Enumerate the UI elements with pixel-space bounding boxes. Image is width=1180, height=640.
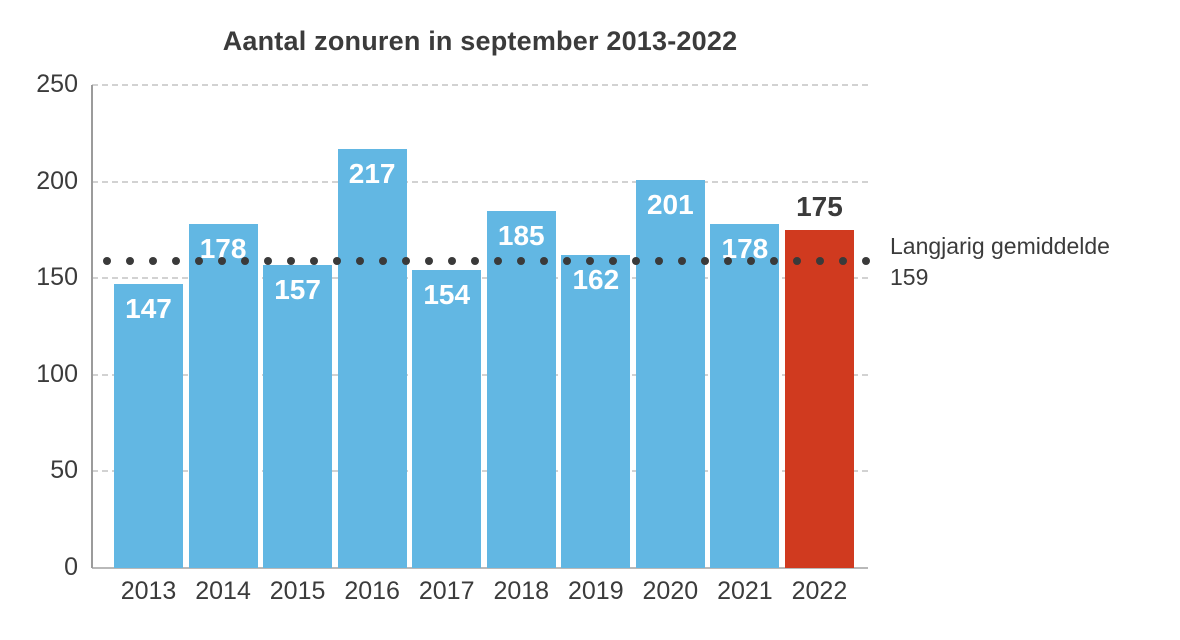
average-line-dot: [287, 256, 295, 265]
bar-value-label-2017: 154: [423, 279, 471, 311]
average-line-dot: [793, 256, 801, 265]
y-axis-tick-label: 150: [36, 263, 78, 292]
bar-value-label-2013: 147: [125, 293, 172, 324]
bar-value-label-2018: 185: [497, 219, 545, 251]
average-line-dot: [747, 256, 755, 265]
average-line-dot: [333, 256, 341, 265]
average-line-dot: [379, 256, 387, 265]
average-line-value: 159: [890, 264, 929, 290]
bar-2020: 201: [635, 179, 705, 568]
y-axis-tick-label: 0: [64, 553, 78, 581]
plot-area: 147 2013 178 2014 157 2015 217 2016 154 2017 185 20…: [91, 84, 870, 605]
bar-2016: 217: [337, 148, 407, 568]
average-line-dot: [471, 256, 479, 265]
bar-value-label-2016: 217: [348, 157, 396, 189]
x-axis-tick-label-2022: 2022: [791, 577, 848, 605]
bar-value-label-2022: 175: [796, 190, 843, 222]
x-axis-tick-label-2018: 2018: [493, 577, 550, 605]
bar-2013: 147: [114, 284, 183, 568]
average-line-dot: [103, 256, 111, 265]
average-line-dot: [218, 256, 226, 265]
average-line-dot: [517, 256, 525, 265]
average-line-dot: [264, 256, 272, 265]
y-axis-tick-label: 50: [50, 456, 78, 485]
bar-value-label-2020: 201: [646, 188, 694, 220]
bar-2015: 157: [263, 264, 333, 568]
bar-2017: 154: [412, 270, 482, 568]
average-line-dot: [678, 256, 686, 265]
average-line-dot: [149, 256, 157, 265]
average-line-dot: [609, 256, 617, 265]
x-axis-tick-label-2017: 2017: [418, 577, 475, 605]
average-line-dot: [632, 256, 640, 265]
average-line-dot: [425, 256, 433, 265]
average-line-annotation: Langjarig gemiddelde 159: [890, 231, 1170, 293]
bar-2022: 175: [784, 191, 854, 568]
gridline-200: [92, 180, 868, 183]
bar-value-label-2015: 157: [274, 273, 321, 305]
bar-2021: 178: [710, 224, 780, 568]
average-line-dot: [195, 256, 203, 265]
average-line-dot: [701, 256, 709, 265]
y-axis-tick-label: 100: [36, 359, 78, 388]
bar-2018: 185: [486, 210, 556, 568]
average-line-dot: [563, 256, 571, 265]
average-line-dot: [402, 256, 410, 265]
y-axis-tick-label: 250: [36, 70, 78, 98]
average-line-dot: [839, 256, 847, 265]
y-axis-tick-label: 200: [36, 166, 78, 195]
y-axis-line: [91, 85, 93, 568]
average-line-dot: [448, 256, 456, 265]
x-axis-tick-label-2016: 2016: [344, 577, 400, 605]
average-line-dot: [172, 256, 180, 265]
average-line-dot: [310, 256, 318, 265]
x-axis-tick-label-2013: 2013: [120, 577, 177, 605]
x-axis-tick-label-2014: 2014: [195, 577, 251, 605]
bar-2019: 162: [561, 255, 631, 568]
average-line-dot: [126, 256, 134, 265]
average-line-dot: [816, 256, 824, 265]
average-line-dot: [770, 256, 778, 265]
x-axis-tick-label-2021: 2021: [717, 577, 773, 605]
average-line-dot: [655, 256, 663, 265]
x-axis-tick-label-2019: 2019: [567, 577, 624, 605]
chart-title: Aantal zonuren in september 2013-2022: [222, 26, 738, 56]
average-line-dot: [540, 256, 548, 265]
average-line-label: Langjarig gemiddelde: [890, 233, 1110, 259]
average-line-dot: [241, 256, 249, 265]
average-line-dot: [724, 256, 732, 265]
average-line-dot: [356, 256, 364, 265]
x-axis-baseline: [92, 567, 868, 569]
x-axis-tick-label-2015: 2015: [269, 577, 326, 605]
average-line-dot: [494, 256, 502, 265]
average-line-dot: [862, 256, 870, 265]
x-axis-tick-label-2020: 2020: [642, 577, 699, 605]
average-line-dot: [586, 256, 594, 265]
bar-value-label-2019: 162: [572, 264, 620, 296]
bar-2014: 178: [188, 224, 258, 568]
gridline-250: [92, 84, 868, 86]
